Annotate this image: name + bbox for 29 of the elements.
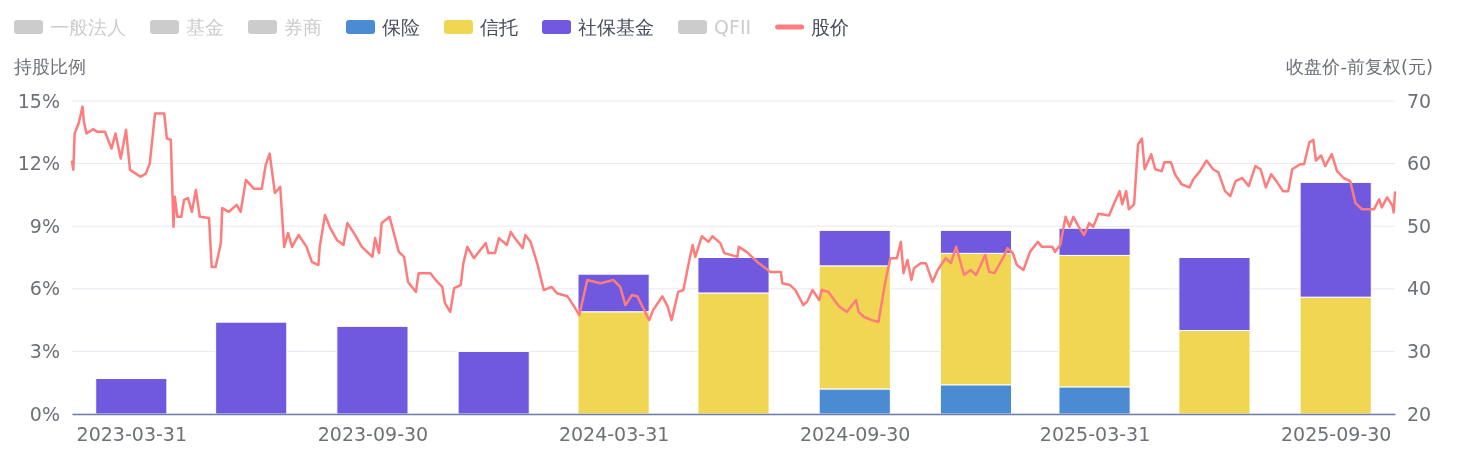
- x-tick-label: 2023-09-30: [317, 423, 429, 446]
- y2-tick-label: 70: [1407, 89, 1432, 112]
- legend-label: 社保基金: [578, 16, 654, 38]
- y2-tick-label: 40: [1407, 277, 1432, 300]
- x-tick-label: 2024-03-31: [558, 423, 670, 446]
- y-tick-label: 15%: [17, 89, 60, 112]
- x-tick-label: 2024-09-30: [800, 423, 911, 446]
- y2-tick-label: 50: [1407, 214, 1432, 237]
- legend-label: 保险: [382, 16, 420, 38]
- x-tick-label: 2023-03-31: [76, 423, 188, 446]
- x-tick-label: 2025-03-31: [1039, 423, 1151, 446]
- legend-label: 信托: [480, 16, 518, 38]
- bar: [95, 378, 168, 415]
- y-axis-title: 持股比例: [14, 56, 86, 77]
- bar: [336, 325, 409, 415]
- y-tick-label: 12%: [17, 152, 60, 175]
- bar: [215, 321, 288, 415]
- y-tick-label: 9%: [29, 214, 60, 237]
- y2-tick-label: 30: [1407, 339, 1432, 362]
- y-tick-label: 3%: [29, 339, 60, 362]
- x-tick-label: 2025-09-30: [1280, 423, 1392, 446]
- legend-label: 股价: [811, 16, 850, 38]
- y2-tick-label: 60: [1407, 152, 1432, 175]
- y-tick-label: 0%: [29, 402, 60, 425]
- y2-axis-title: 收盘价-前复权(元): [1286, 56, 1433, 77]
- y-tick-label: 6%: [29, 277, 60, 300]
- line-series: [70, 105, 1397, 324]
- y2-tick-label: 20: [1407, 402, 1432, 425]
- bar: [457, 350, 530, 415]
